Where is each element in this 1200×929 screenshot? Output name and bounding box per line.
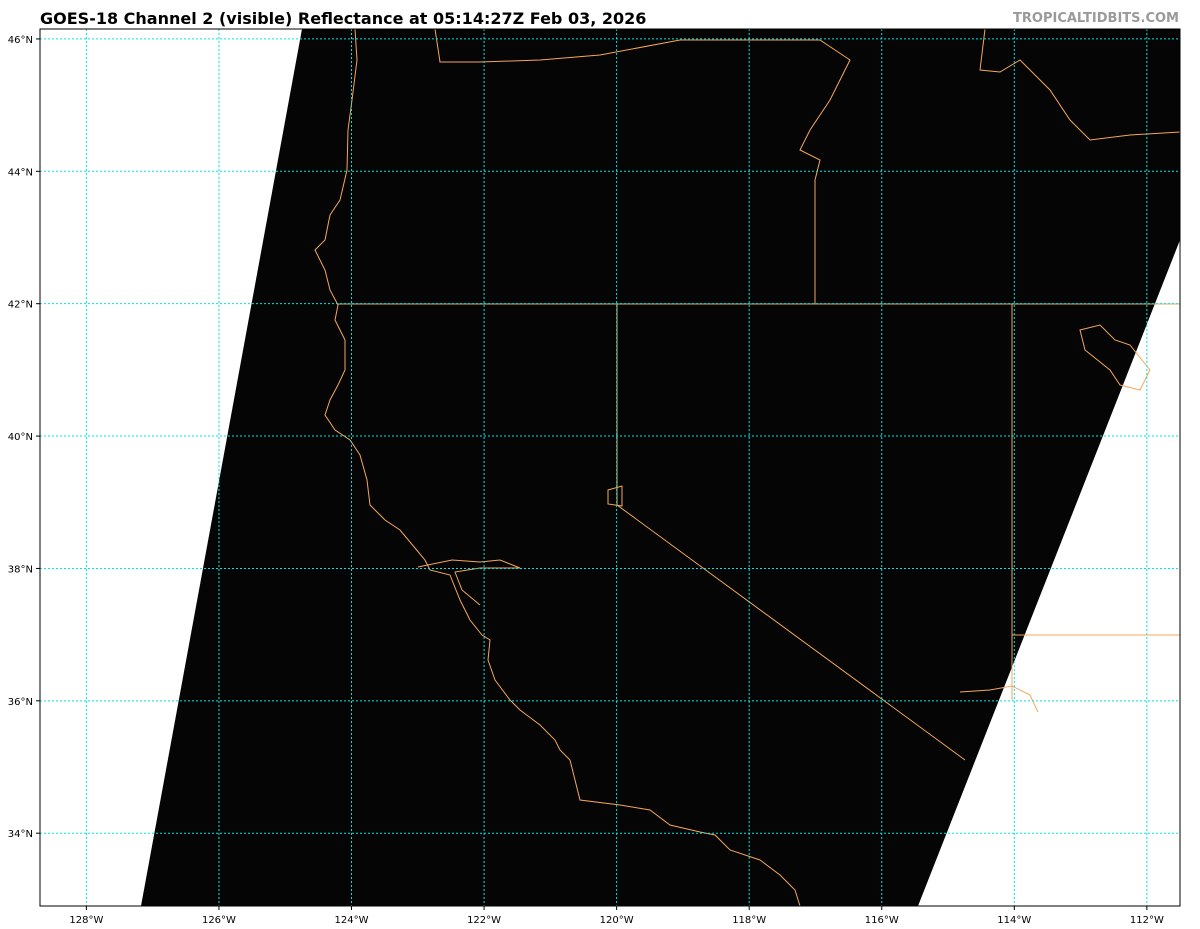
lat-tick-label: 34°N [8,829,33,840]
lon-tick-label: 120°W [600,915,634,926]
graticule [40,29,1180,906]
lon-tick-label: 122°W [467,915,501,926]
lon-tick-label: 114°W [997,915,1031,926]
axis-ticks: 128°W 126°W 124°W 122°W 120°W 118°W 116°W 114°W… [8,35,1164,926]
lake-tahoe [607,485,623,507]
map-title: GOES-18 Channel 2 (visible) Reflectance … [40,9,647,28]
satellite-image-swath [141,29,1180,906]
map-frame [39,28,1181,907]
lon-tick-label: 126°W [202,915,236,926]
lat-tick-label: 44°N [8,167,33,178]
lat-tick-label: 36°N [8,697,33,708]
site-credit: TROPICALTIDBITS.COM [1013,11,1179,26]
lon-tick-label: 112°W [1130,915,1164,926]
lat-tick-label: 42°N [8,300,33,311]
lon-tick-label: 118°W [732,915,766,926]
lon-tick-label: 128°W [69,915,103,926]
idaho-border-north [979,29,1180,141]
columbia-river-border [434,29,851,181]
lon-tick-label: 116°W [865,915,899,926]
lat-tick-label: 46°N [8,35,33,46]
lon-tick-label: 124°W [335,915,369,926]
great-salt-lake [1079,324,1151,391]
lat-tick-label: 40°N [8,432,33,443]
lat-tick-label: 38°N [8,564,33,575]
pacific-coastline [314,29,801,906]
